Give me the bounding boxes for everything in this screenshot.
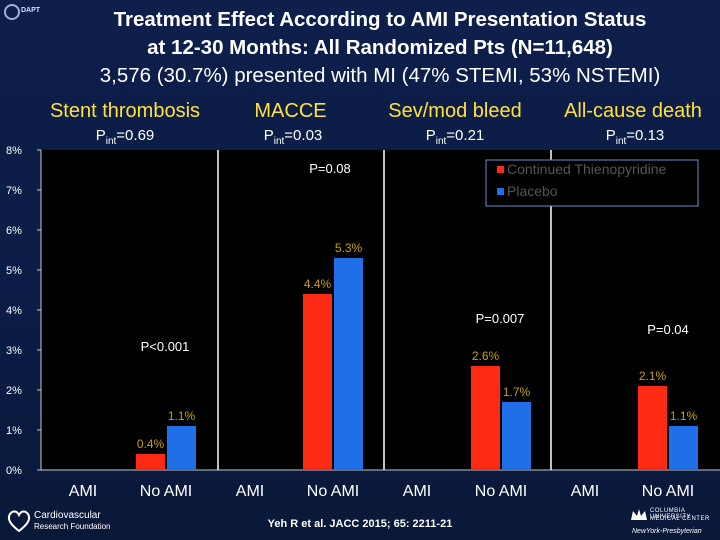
crf-subname: Research Foundation [34,522,111,531]
dapt-logo: DAPT [4,2,48,22]
panel-title-macce: MACCE [254,100,327,122]
y-tick-label: 4% [6,305,22,317]
slide-title: Treatment Effect According to AMI Presen… [40,6,720,90]
pint-death: Pint=0.13 [605,127,665,147]
bar [167,426,196,470]
p-value-label: P=0.04 [647,322,689,337]
p-value-label: P=0.08 [309,161,351,176]
x-category-label: AMI [236,483,264,500]
crf-name: Cardiovascular [34,510,101,521]
panel-title-death: All-cause death [564,100,702,122]
bar-value-label: 2.1% [639,369,667,383]
bar-value-label: 2.6% [472,349,500,363]
columbia-subname: MEDICAL CENTER [650,516,710,522]
y-tick-label: 6% [6,225,22,237]
bar-value-label: 4.4% [304,277,332,291]
pint-bleed: Pint=0.21 [425,127,485,147]
bar-value-label: 0.4% [137,437,165,451]
title-line-2: at 12-30 Months: All Randomized Pts (N=1… [147,36,613,59]
bar [334,258,363,470]
y-tick-label: 2% [6,385,22,397]
bar [303,294,332,470]
p-value-label: P=0.007 [476,311,525,326]
x-category-label: AMI [571,483,599,500]
legend-label: Placebo [507,183,558,199]
columbia-logo: COLUMBIA UNIVERSITY MEDICAL CENTER NewYo… [628,508,718,538]
x-category-label: No AMI [642,483,694,500]
crown-icon [631,509,647,520]
x-category-label: No AMI [475,483,527,500]
legend-label: Continued Thienopyridine [507,161,667,177]
bar-value-label: 5.3% [335,241,363,255]
bar-value-label: 1.7% [503,385,531,399]
bar [136,454,165,470]
y-tick-label: 1% [6,425,22,437]
title-line-3: 3,576 (30.7%) presented with MI (47% STE… [99,64,661,87]
legend-box [485,159,699,207]
y-tick-label: 3% [6,345,22,357]
x-category-label: No AMI [140,483,192,500]
citation: Yeh R et al. JACC 2015; 65: 2211-21 [267,518,453,530]
crf-heart-icon [7,510,31,533]
dapt-logo-icon: DAPT [4,4,41,20]
panel-title-bleed: Sev/mod bleed [388,100,522,122]
nyp-name: NewYork-Presbyterian [632,528,702,535]
pint-macce: Pint=0.03 [263,127,323,147]
p-value-label: P<0.001 [141,339,190,354]
bar [471,366,500,470]
y-tick-label: 5% [6,265,22,277]
crf-logo: Cardiovascular Research Foundation [6,508,116,536]
bar-value-label: 1.1% [670,409,698,423]
panel-title-stent-thrombosis: Stent thrombosis [49,100,201,122]
pint-stent-thrombosis: Pint=0.69 [95,127,155,147]
bar [502,402,531,470]
x-category-label: AMI [69,483,97,500]
dapt-logo-text: DAPT [21,7,41,14]
y-tick-label: 8% [6,145,22,157]
bar-value-label: 1.1% [168,409,196,423]
bar [669,426,698,470]
columbia-name: COLUMBIA UNIVERSITY [650,508,692,520]
y-tick-label: 7% [6,185,22,197]
bar [638,386,667,470]
x-category-label: No AMI [307,483,359,500]
legend-swatch [497,188,504,195]
title-line-1: Treatment Effect According to AMI Presen… [113,8,647,31]
legend-swatch [497,166,504,173]
y-tick-label: 0% [6,465,22,477]
x-category-label: AMI [403,483,431,500]
